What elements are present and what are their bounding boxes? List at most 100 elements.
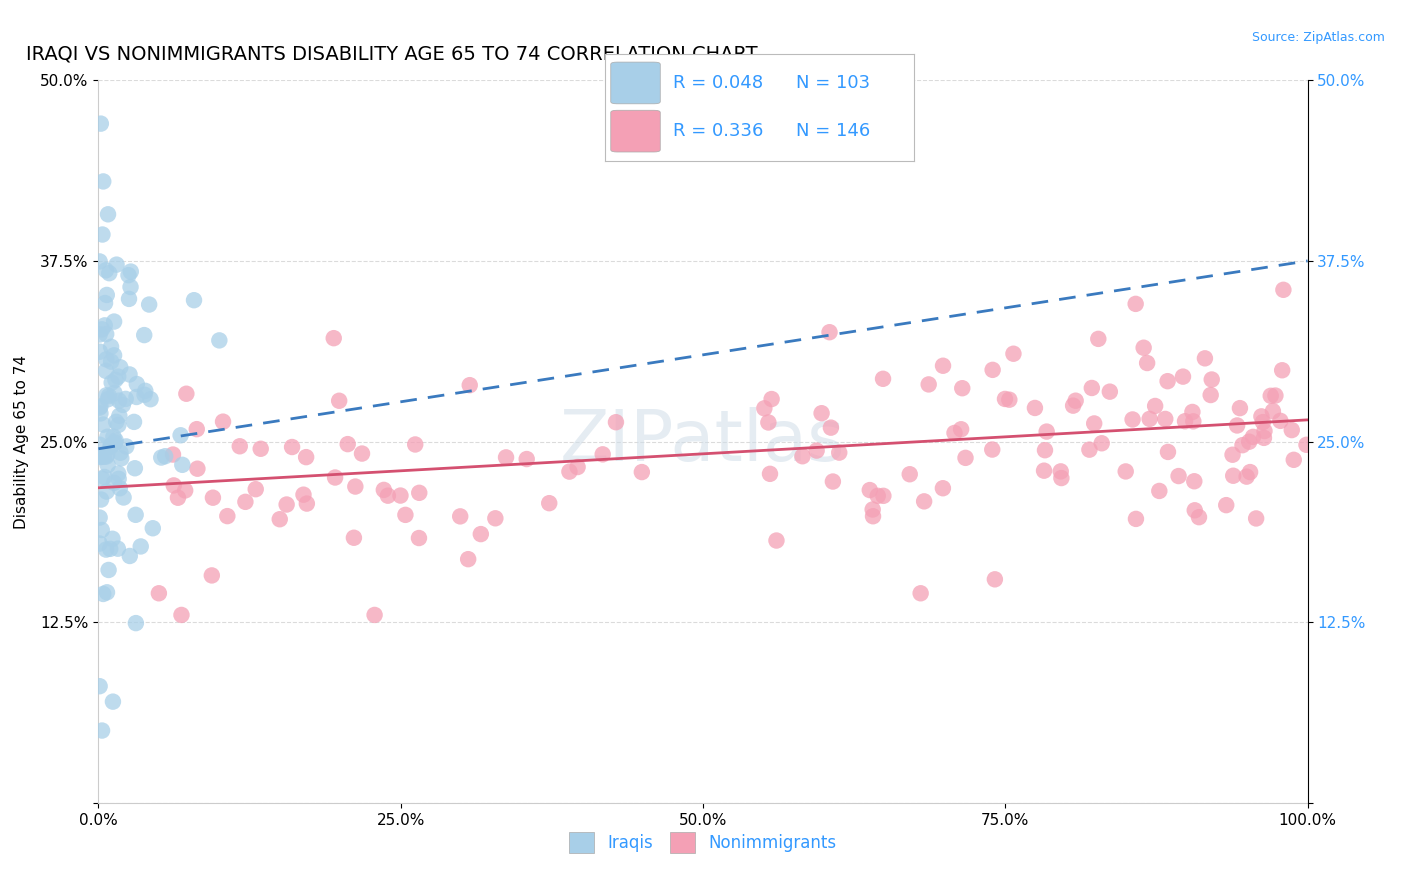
Point xyxy=(1282,452,1305,467)
Point xyxy=(89,438,111,452)
Point xyxy=(981,363,1004,377)
Legend: Iraqis, Nonimmigrants: Iraqis, Nonimmigrants xyxy=(562,826,844,860)
Point xyxy=(1281,423,1303,437)
Point xyxy=(112,491,135,505)
Point xyxy=(1226,418,1249,433)
Point xyxy=(91,322,114,336)
Point xyxy=(229,439,252,453)
Point xyxy=(110,451,132,466)
Point xyxy=(96,288,118,302)
Point xyxy=(630,465,652,479)
Point xyxy=(89,679,111,693)
Point xyxy=(124,508,146,522)
Point xyxy=(100,340,122,354)
Point xyxy=(821,475,844,489)
Point xyxy=(103,314,125,328)
Point xyxy=(866,489,889,503)
Point xyxy=(107,417,129,432)
Point xyxy=(97,458,120,472)
Point xyxy=(1156,374,1178,388)
Point xyxy=(122,415,145,429)
Point xyxy=(1081,381,1104,395)
Point xyxy=(859,483,882,497)
Point xyxy=(950,381,973,395)
Point xyxy=(120,264,142,278)
Point xyxy=(115,440,138,454)
Point xyxy=(792,449,814,463)
Point xyxy=(125,390,148,404)
Text: N = 146: N = 146 xyxy=(796,122,870,140)
Point xyxy=(249,442,271,456)
Point xyxy=(103,437,125,451)
Point xyxy=(754,401,776,416)
Point xyxy=(862,502,884,516)
Point xyxy=(139,392,162,407)
Point xyxy=(932,481,955,495)
Point xyxy=(89,401,111,415)
Point xyxy=(96,430,118,444)
Point xyxy=(1253,431,1275,445)
Point xyxy=(408,485,430,500)
Point xyxy=(142,521,165,535)
Point xyxy=(1236,469,1258,483)
Point xyxy=(344,479,367,493)
Point xyxy=(89,406,111,420)
Point xyxy=(1194,351,1216,366)
Point xyxy=(984,572,1007,586)
Y-axis label: Disability Age 65 to 74: Disability Age 65 to 74 xyxy=(14,354,30,529)
Point xyxy=(96,327,118,342)
Point xyxy=(107,369,129,384)
Point xyxy=(943,425,966,440)
Point xyxy=(1049,464,1071,478)
Point xyxy=(322,331,344,345)
Point xyxy=(950,422,973,436)
Point xyxy=(120,280,142,294)
Point xyxy=(96,484,118,499)
Point xyxy=(1271,363,1294,377)
Point xyxy=(172,458,194,472)
Point xyxy=(538,496,561,510)
Point xyxy=(1139,412,1161,426)
Point xyxy=(93,318,115,333)
Point xyxy=(328,393,350,408)
Point xyxy=(1272,283,1295,297)
Point xyxy=(90,492,112,507)
Point xyxy=(104,435,127,450)
Point xyxy=(110,446,132,460)
Point xyxy=(592,447,614,461)
Point xyxy=(124,461,146,475)
Point xyxy=(1033,443,1056,458)
Point xyxy=(110,360,132,375)
Point xyxy=(138,297,160,311)
Point xyxy=(93,450,115,464)
Point xyxy=(101,532,124,546)
Point xyxy=(1260,389,1282,403)
Point xyxy=(761,392,783,406)
Point xyxy=(955,450,977,465)
Point xyxy=(373,483,395,497)
Point xyxy=(1244,511,1267,525)
Text: IRAQI VS NONIMMIGRANTS DISABILITY AGE 65 TO 74 CORRELATION CHART: IRAQI VS NONIMMIGRANTS DISABILITY AGE 65… xyxy=(25,45,758,63)
Point xyxy=(1182,475,1205,489)
Point xyxy=(150,450,173,465)
Point xyxy=(1251,415,1274,429)
Point xyxy=(1035,425,1057,439)
Point xyxy=(1253,424,1275,438)
Point xyxy=(1087,332,1109,346)
Point xyxy=(394,508,416,522)
Point xyxy=(872,372,894,386)
Point xyxy=(108,409,131,423)
Point xyxy=(343,531,366,545)
Point xyxy=(1295,438,1317,452)
Point xyxy=(516,452,538,467)
Point xyxy=(91,174,114,188)
Point xyxy=(484,511,506,525)
Point xyxy=(918,377,941,392)
Point xyxy=(1136,356,1159,370)
Point xyxy=(96,352,118,367)
Point xyxy=(96,448,118,462)
Point xyxy=(134,328,156,343)
Point xyxy=(148,586,170,600)
Point xyxy=(107,541,129,556)
Point xyxy=(765,533,787,548)
